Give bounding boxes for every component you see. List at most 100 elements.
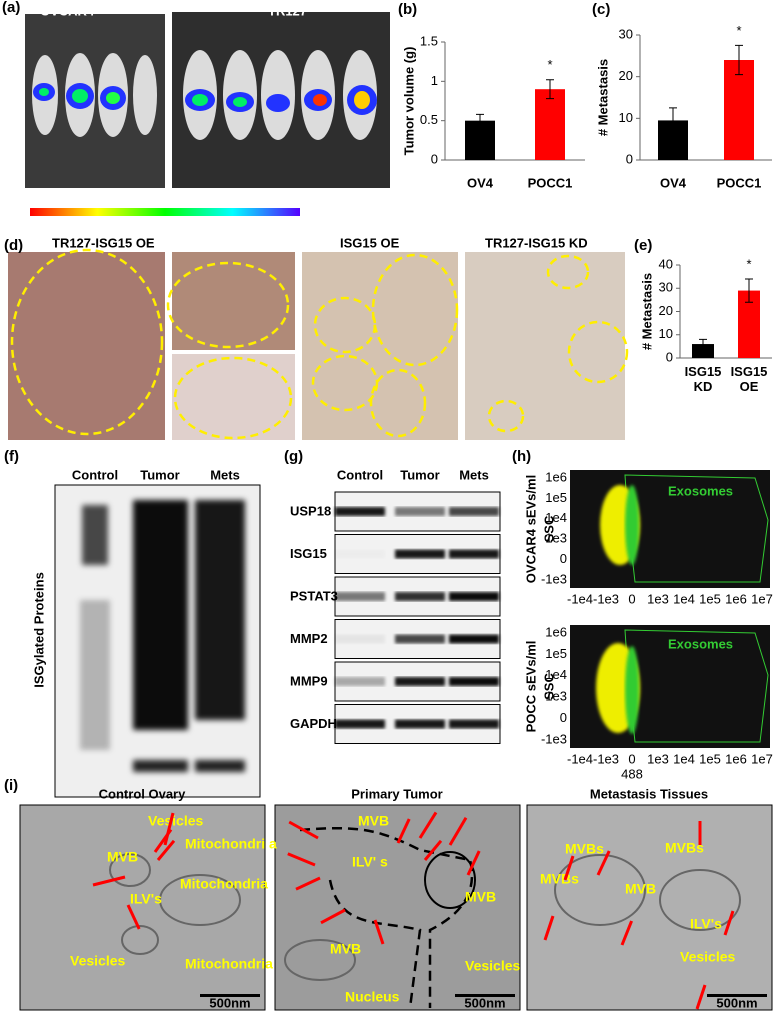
arrow (288, 820, 319, 840)
scale-label: 500nm (716, 995, 757, 1010)
y-tick-label: 0 (560, 551, 567, 566)
arrow (320, 908, 346, 925)
y-axis-label: OVCAR4 sEVs/ml (523, 475, 538, 583)
error-bar (476, 113, 484, 128)
image-annotation: ILV' s (352, 854, 388, 870)
blot-band (335, 719, 385, 729)
error-bar (546, 79, 554, 100)
blot-band (449, 634, 499, 644)
image-annotation: MVBs (665, 840, 704, 856)
arrow (153, 828, 173, 853)
panel-label: (b) (398, 1, 417, 18)
bar (692, 344, 714, 358)
x-tick-label: 1e4 (673, 751, 695, 766)
y-tick-label: 30 (659, 280, 673, 295)
image-annotation: Mitochondri a (185, 836, 277, 852)
tem-images (19, 804, 773, 1011)
arrow (543, 915, 555, 941)
arrow (396, 818, 411, 844)
arrow (163, 812, 175, 846)
scale-label: 500nm (209, 995, 250, 1010)
annotation: * (547, 57, 552, 72)
gate-label: Exosomes (668, 636, 733, 651)
y-tick-label: 20 (619, 68, 633, 83)
x-tick-label: 1e3 (647, 751, 669, 766)
scale-bar (200, 994, 260, 997)
bar (738, 290, 760, 358)
gate-label: Exosomes (668, 483, 733, 498)
y-axis-label: # Metastasis (639, 273, 654, 350)
image-annotation: Mitochondria (185, 956, 273, 972)
x-tick-label-box: ISG15 OE (731, 364, 768, 394)
annotation: * (736, 23, 741, 38)
image-annotation: Nucleus (345, 989, 400, 1005)
blot-band (449, 549, 499, 559)
image-title: ISG15 OE (340, 235, 400, 250)
y-axis-label: ISGylated Proteins (31, 572, 46, 688)
error-bar (669, 107, 677, 134)
y-tick-label: 1e5 (545, 646, 567, 661)
x-axis-label: 488 (621, 766, 643, 781)
arrow (418, 811, 438, 839)
scale-bar (707, 994, 767, 997)
panel-label: (a) (2, 0, 20, 16)
arrow (695, 984, 707, 1010)
color-scale (30, 208, 300, 216)
arrow (723, 910, 735, 936)
arrow (295, 876, 321, 891)
x-tick-label: 1e7 (751, 591, 773, 606)
panel-label: (e) (634, 237, 652, 254)
y-tick-label: 1e6 (545, 624, 567, 639)
image-annotation: MVB (465, 889, 496, 905)
image-annotation: MVB (330, 941, 361, 957)
x-tick-label: -1e4 (567, 751, 593, 766)
arrow (126, 904, 141, 930)
y-tick-label: 0 (626, 151, 633, 166)
image-title: TR127 (268, 3, 307, 18)
x-tick-label: -1e4 (567, 591, 593, 606)
image-annotation: ILV's (690, 916, 722, 932)
blot-band (395, 549, 445, 559)
image-annotation: MVBs (565, 841, 604, 857)
x-tick-label: OV4 (660, 175, 687, 190)
lane-label: Control (72, 467, 118, 482)
y-tick-label: 20 (659, 303, 673, 318)
arrow (448, 817, 468, 846)
image-annotation: Vesicles (148, 813, 203, 829)
x-tick-label: 1e6 (725, 591, 747, 606)
image-annotation: MVB (358, 813, 389, 829)
arrow (423, 839, 443, 861)
y-tick-label: 0 (666, 349, 673, 364)
blot-band (335, 550, 385, 559)
x-tick-label: 1e5 (699, 591, 721, 606)
y-axis-label: SSC (541, 673, 556, 700)
panel-label: (f) (4, 448, 19, 465)
blot-band (335, 507, 385, 516)
y-tick-label: 10 (619, 110, 633, 125)
lane-label: Mets (459, 467, 489, 482)
y-tick-label: 1.5 (420, 33, 438, 48)
x-tick-label-box: ISG15 KD (684, 364, 722, 394)
image-annotation: ILV's (130, 891, 162, 907)
x-tick-label: POCC1 (528, 175, 573, 190)
annotation: * (746, 256, 751, 271)
row-label: ISG15 (290, 546, 327, 561)
arrow (156, 839, 176, 861)
blot-band (449, 677, 499, 686)
error-bar (699, 338, 707, 350)
bar (724, 60, 754, 160)
arrow (563, 855, 575, 881)
y-tick-label: -1e3 (541, 731, 567, 746)
blot-band (449, 719, 499, 729)
image-annotation: MVB (107, 849, 138, 865)
x-tick-label: ISG15 KD (684, 364, 722, 394)
y-tick-label: 40 (659, 256, 673, 271)
blot-band (335, 677, 385, 686)
blot-band (395, 507, 445, 516)
scale-label: 500nm (464, 995, 505, 1010)
image-title: TR127-ISG15 KD (485, 235, 588, 250)
y-tick-label: 0 (560, 710, 567, 725)
lane-label: Tumor (400, 467, 439, 482)
row-label: GAPDH (290, 716, 337, 731)
